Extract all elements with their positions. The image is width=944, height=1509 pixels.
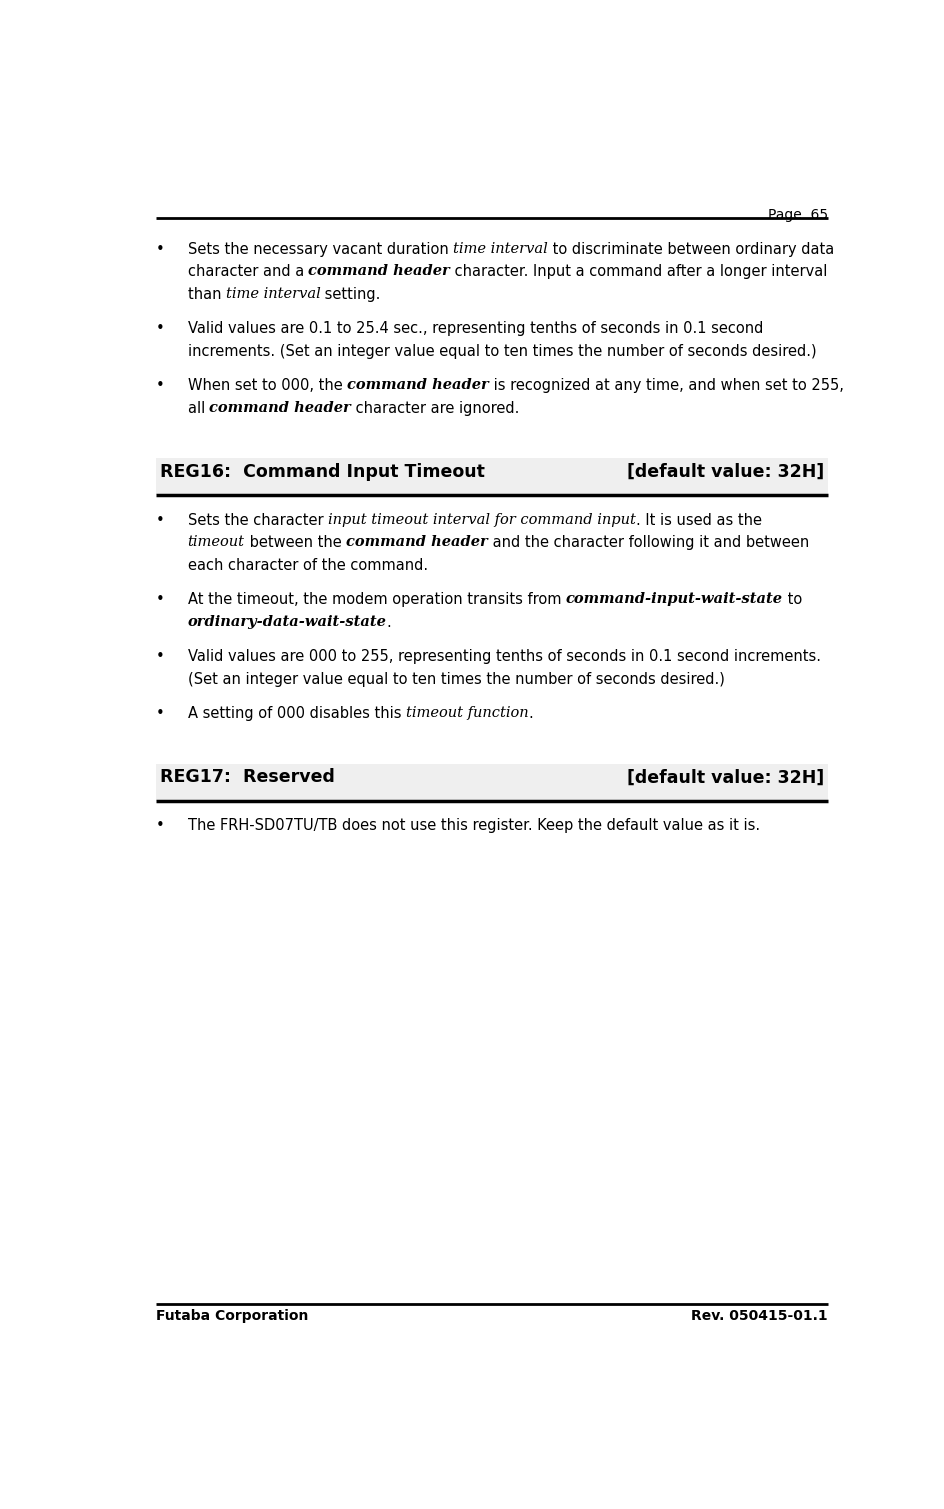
- Text: When set to 000, the: When set to 000, the: [188, 379, 346, 392]
- Text: character. Input a command after a longer interval: character. Input a command after a longe…: [450, 264, 828, 279]
- Text: •: •: [156, 241, 164, 257]
- Text: . It is used as the: . It is used as the: [635, 513, 762, 528]
- Text: Valid values are 000 to 255, representing tenths of seconds in 0.1 second increm: Valid values are 000 to 255, representin…: [188, 649, 820, 664]
- Text: [default value: 32H]: [default value: 32H]: [627, 463, 824, 481]
- Text: REG16:  Command Input Timeout: REG16: Command Input Timeout: [160, 463, 484, 481]
- Text: •: •: [156, 321, 164, 337]
- Text: •: •: [156, 818, 164, 833]
- Text: and the character following it and between: and the character following it and betwe…: [488, 536, 809, 551]
- Text: [default value: 32H]: [default value: 32H]: [627, 768, 824, 786]
- Text: time interval: time interval: [226, 287, 320, 300]
- Text: increments. (Set an integer value equal to ten times the number of seconds desir: increments. (Set an integer value equal …: [188, 344, 817, 359]
- Text: command header: command header: [210, 401, 351, 415]
- Text: time interval: time interval: [453, 241, 548, 255]
- Text: to discriminate between ordinary data: to discriminate between ordinary data: [548, 241, 834, 257]
- Text: is recognized at any time, and when set to 255,: is recognized at any time, and when set …: [489, 379, 844, 392]
- Text: .: .: [529, 706, 533, 721]
- Text: command header: command header: [346, 379, 489, 392]
- Text: character and a: character and a: [188, 264, 309, 279]
- Text: Rev. 050415-01.1: Rev. 050415-01.1: [691, 1310, 828, 1323]
- Text: setting.: setting.: [320, 287, 380, 302]
- Text: timeout function: timeout function: [406, 706, 529, 720]
- Text: each character of the command.: each character of the command.: [188, 558, 428, 573]
- Text: than: than: [188, 287, 226, 302]
- Text: .: .: [386, 616, 391, 631]
- Text: Sets the character: Sets the character: [188, 513, 328, 528]
- Text: The FRH-SD07TU/TB does not use this register. Keep the default value as it is.: The FRH-SD07TU/TB does not use this regi…: [188, 818, 760, 833]
- Text: Valid values are 0.1 to 25.4 sec., representing tenths of seconds in 0.1 second: Valid values are 0.1 to 25.4 sec., repre…: [188, 321, 763, 337]
- Text: to: to: [783, 593, 801, 608]
- Text: Sets the necessary vacant duration: Sets the necessary vacant duration: [188, 241, 453, 257]
- Text: input timeout interval for command input: input timeout interval for command input: [328, 513, 635, 527]
- Bar: [156, 459, 828, 495]
- Text: all: all: [188, 401, 210, 415]
- Bar: [156, 764, 828, 801]
- Text: between the: between the: [244, 536, 346, 551]
- Text: •: •: [156, 379, 164, 392]
- Text: At the timeout, the modem operation transits from: At the timeout, the modem operation tran…: [188, 593, 565, 608]
- Text: command-input-wait-state: command-input-wait-state: [565, 593, 783, 607]
- Text: command header: command header: [346, 536, 488, 549]
- Text: •: •: [156, 513, 164, 528]
- Text: A setting of 000 disables this: A setting of 000 disables this: [188, 706, 406, 721]
- Text: REG17:  Reserved: REG17: Reserved: [160, 768, 334, 786]
- Text: Futaba Corporation: Futaba Corporation: [156, 1310, 309, 1323]
- Text: Page  65: Page 65: [767, 208, 828, 222]
- Text: timeout: timeout: [188, 536, 244, 549]
- Text: (Set an integer value equal to ten times the number of seconds desired.): (Set an integer value equal to ten times…: [188, 672, 724, 687]
- Text: character are ignored.: character are ignored.: [351, 401, 519, 415]
- Text: ordinary-data-wait-state: ordinary-data-wait-state: [188, 616, 386, 629]
- Text: •: •: [156, 649, 164, 664]
- Text: •: •: [156, 706, 164, 721]
- Text: •: •: [156, 593, 164, 608]
- Text: command header: command header: [309, 264, 450, 278]
